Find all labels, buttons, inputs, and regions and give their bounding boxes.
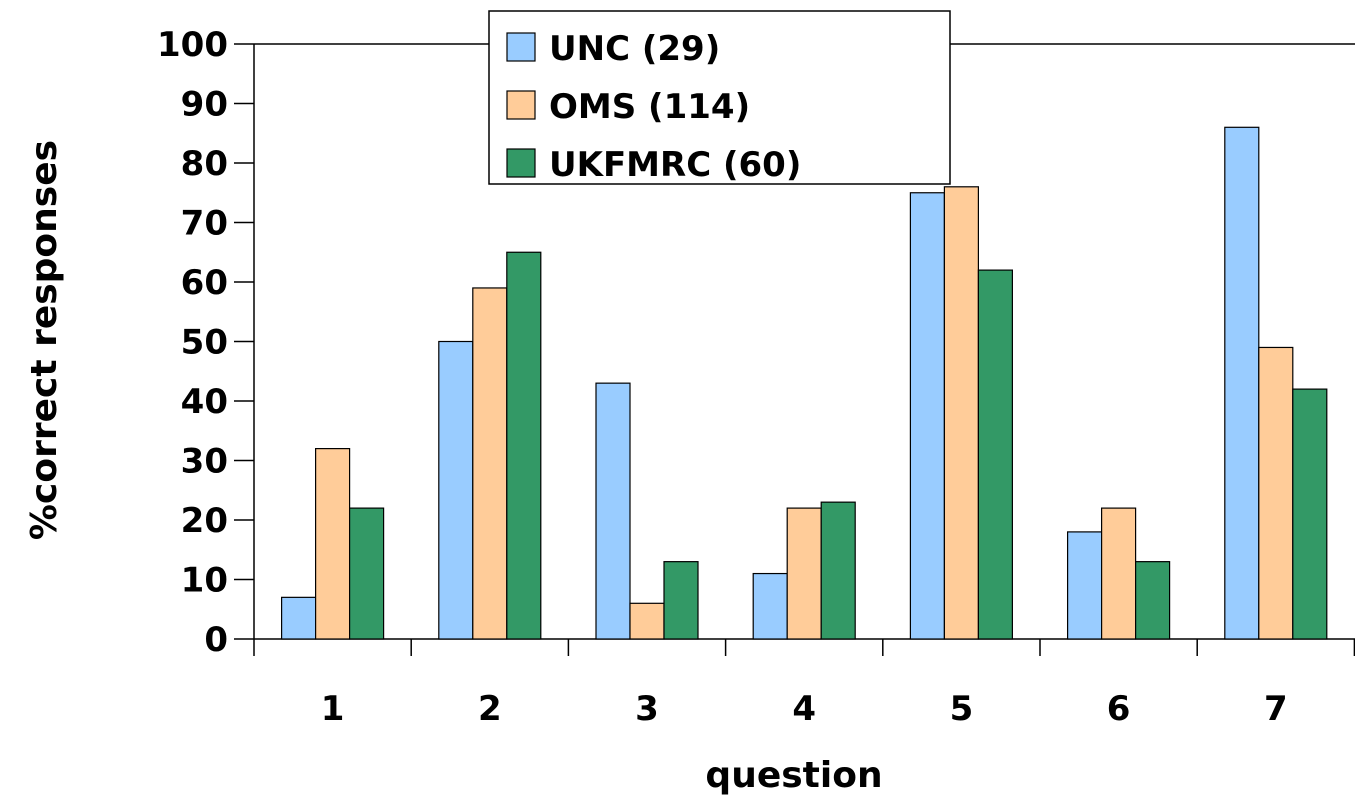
legend-label: UKFMRC (60) [549, 145, 801, 185]
x-tick-label: 1 [321, 689, 345, 729]
y-tick-label: 30 [181, 442, 228, 482]
y-tick-label: 10 [181, 561, 228, 601]
y-tick-label: 70 [181, 204, 228, 244]
y-axis-ticks: 0 10 20 30 40 50 60 70 80 90 100 [157, 25, 254, 660]
y-tick-label: 40 [181, 382, 228, 422]
bar-1-3 [595, 382, 631, 640]
x-tick-label: 5 [950, 689, 974, 729]
bar-2-7 [1258, 346, 1294, 640]
bar-1-6 [1066, 531, 1103, 640]
y-tick-label: 80 [181, 144, 228, 184]
x-tick-label: 4 [792, 689, 816, 729]
y-tick-label: 0 [204, 620, 228, 660]
y-tick-label: 90 [181, 85, 228, 125]
y-tick-label: 50 [181, 323, 228, 363]
x-tick-label: 6 [1107, 689, 1131, 729]
x-tick-label: 2 [478, 689, 502, 729]
bar-1-4 [752, 572, 788, 640]
bar-2-5 [943, 186, 980, 640]
legend-swatch [506, 90, 536, 120]
x-tick-label: 7 [1264, 689, 1288, 729]
bars [281, 126, 1328, 640]
legend-swatch [506, 148, 536, 178]
bar-2-4 [786, 507, 822, 640]
bar-3-1 [349, 507, 385, 640]
bar-1-1 [281, 596, 317, 640]
x-axis-title: question [705, 755, 882, 796]
bar-1-2 [438, 340, 474, 640]
legend-swatch [506, 32, 536, 62]
bar-2-2 [472, 287, 508, 640]
y-tick-label: 60 [181, 263, 228, 303]
bar-3-5 [977, 269, 1014, 640]
legend: UNC (29) OMS (114) UKFMRC (60) [488, 10, 951, 185]
bar-1-7 [1224, 126, 1260, 640]
legend-label: OMS (114) [549, 87, 750, 127]
bar-3-7 [1292, 388, 1328, 640]
bar-3-3 [663, 561, 699, 640]
bar-3-4 [820, 501, 856, 640]
legend-box [488, 10, 951, 185]
bar-3-6 [1134, 561, 1171, 640]
bar-1-5 [909, 192, 946, 640]
legend-label: UNC (29) [549, 29, 720, 69]
bar-2-3 [629, 602, 665, 640]
x-tick-label: 3 [635, 689, 659, 729]
bar-3-2 [506, 251, 542, 640]
y-tick-label: 20 [181, 501, 228, 541]
y-tick-label: 100 [157, 25, 228, 65]
bar-2-1 [315, 448, 351, 640]
y-axis-title: %correct responses [24, 140, 65, 540]
bar-2-6 [1100, 507, 1137, 640]
x-axis-ticks: 1 2 3 4 5 6 7 [253, 639, 1355, 729]
